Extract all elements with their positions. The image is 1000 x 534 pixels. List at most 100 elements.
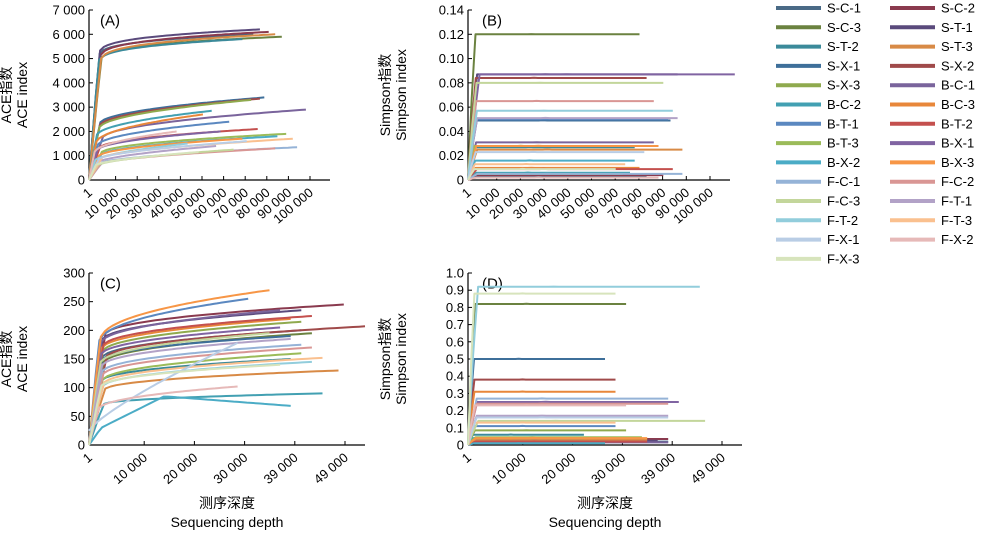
series-line-B-X-3 (88, 289, 270, 446)
series-line-S-C-3 (467, 302, 627, 446)
series-line-S-C-2 (88, 303, 344, 446)
series-line-F-X-3 (467, 292, 616, 446)
y-tick-label: 3 000 (52, 100, 85, 115)
legend-label: F-C-2 (941, 174, 974, 189)
series-line-B-C-1 (88, 309, 281, 446)
series-line-S-T-2 (467, 433, 584, 446)
series-line-B-X-3 (467, 436, 648, 446)
series-line-S-X-1 (467, 357, 605, 446)
series-line-S-X-2 (88, 325, 366, 446)
series-line-B-X-1 (88, 326, 281, 446)
x-tick-label: 30 000 (210, 450, 250, 487)
x-tick-label: 39 000 (261, 450, 301, 487)
series-line-S-T-3 (467, 438, 648, 446)
series-line-B-X-2 (467, 442, 605, 446)
series-line-B-C-1 (467, 141, 654, 181)
panel-label: (A) (100, 12, 120, 29)
series-line-F-X-1 (88, 342, 239, 432)
y-tick-label: 0.12 (439, 27, 464, 42)
legend: S-C-1 S-C-2 S-C-3 S-T-1 S-T-2 S-T-3 S-X-1 S-X-2… (776, 1, 975, 266)
legend-label: S-T-2 (827, 39, 859, 54)
series-line-F-C-2 (88, 346, 312, 446)
series-line-B-C-2 (88, 392, 323, 446)
y-tick-label: 7 000 (52, 3, 85, 18)
series-line-F-T-1 (88, 337, 291, 446)
x-tick-label: 1 (80, 450, 95, 466)
y-axis-label-cn: Simpson指数 (377, 54, 393, 136)
y-tick-label: 1.0 (446, 266, 464, 281)
series-line-S-X-3 (88, 98, 252, 181)
y-axis-label-cn: Simpson指数 (377, 318, 393, 400)
y-tick-label: 0.02 (439, 148, 464, 163)
panel-label: (D) (482, 275, 503, 292)
series-line-F-T-1 (467, 116, 678, 181)
y-tick-label: 0.4 (446, 369, 464, 384)
x-tick-label: 30 000 (588, 450, 628, 487)
x-tick-label: 49 000 (688, 450, 728, 487)
y-tick-label: 0.3 (446, 386, 464, 401)
x-tick-label: 1 (459, 185, 474, 201)
y-tick-label: 0 (457, 438, 464, 453)
series-line-B-T-1 (88, 297, 249, 446)
series-line-B-C-3 (88, 113, 204, 181)
series-line-F-X-3 (467, 167, 616, 181)
series-line-S-T-3 (88, 33, 276, 181)
y-tick-label: 300 (63, 266, 85, 281)
series-line-B-C-2 (88, 109, 212, 181)
legend-label: F-T-3 (941, 213, 972, 228)
series-line-S-X-1 (467, 119, 671, 181)
y-tick-label: 0.06 (439, 100, 464, 115)
series-line-F-C-1 (88, 343, 302, 446)
x-axis-label-cn: 测序深度 (199, 495, 255, 511)
series-line-B-T-3 (88, 352, 302, 446)
series-line-F-X-1 (88, 140, 247, 181)
series-line-B-X-2 (88, 395, 291, 446)
x-tick-label: 20 000 (160, 450, 200, 487)
series-line-B-T-1 (88, 120, 230, 181)
series-line-F-X-2 (88, 385, 238, 446)
x-tick-label: 1 (459, 450, 474, 466)
series-line-B-T-3 (88, 132, 287, 181)
series-line-F-X-3 (88, 363, 281, 446)
series-line-F-T-2 (467, 285, 700, 446)
legend-label: F-X-1 (827, 232, 860, 247)
legend-label: B-C-2 (827, 97, 861, 112)
series-line-B-T-1 (467, 424, 616, 446)
y-tick-label: 0.9 (446, 283, 464, 298)
x-tick-label: 10 000 (110, 450, 150, 487)
series-line-S-T-3 (467, 148, 683, 181)
legend-label: F-X-3 (827, 251, 860, 266)
series-line-S-X-3 (88, 320, 302, 446)
series-line-F-X-2 (88, 130, 177, 181)
series-line-F-C-3 (88, 332, 270, 446)
series-line-S-X-2 (467, 76, 647, 181)
series-line-F-X-2 (467, 176, 659, 181)
legend-label: F-T-2 (827, 213, 858, 228)
legend-label: F-T-1 (941, 194, 972, 209)
series-line-B-X-2 (467, 159, 635, 181)
legend-label: S-C-3 (827, 20, 861, 35)
y-tick-label: 0.14 (439, 3, 464, 18)
series-line-B-X-3 (467, 144, 659, 181)
y-tick-label: 0.1 (446, 420, 464, 435)
series-line-F-T-1 (467, 414, 669, 446)
x-axis-label-cn: 测序深度 (577, 495, 633, 511)
series-line-F-T-3 (88, 356, 323, 446)
legend-label: B-T-3 (827, 136, 859, 151)
series-line-B-T-2 (467, 440, 648, 446)
series-line-S-T-2 (88, 38, 243, 181)
y-tick-label: 0 (78, 438, 85, 453)
legend-label: S-X-1 (827, 58, 860, 73)
panel-d: 0 0.1 0.2 0.3 0.4 0.5 0.6 0.7 0.8 0.9 1.0 1 10 000 20… (377, 266, 742, 530)
panel-c: 0 50 100 150 200 250 300 1 10 000 20 000 30 000 39 … (0, 266, 366, 530)
series-line-F-X-1 (467, 150, 645, 181)
series-line-S-X-2 (467, 378, 616, 446)
legend-label: S-T-1 (941, 20, 973, 35)
series-line-S-C-3 (467, 33, 640, 181)
y-axis-label: Simpson index (393, 49, 409, 141)
series-line-F-C-2 (467, 402, 669, 446)
series-line-B-T-2 (88, 315, 312, 446)
